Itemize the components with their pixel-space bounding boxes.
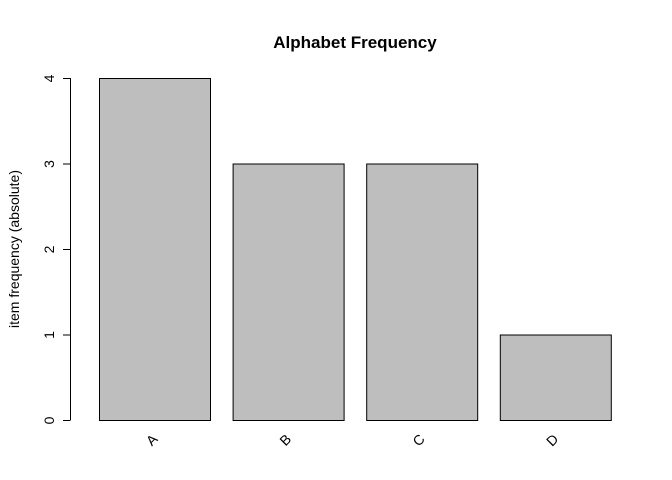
y-tick-label: 4: [41, 74, 57, 82]
y-tick-label: 2: [41, 245, 57, 253]
bar-a: [99, 78, 211, 421]
y-tick-label: 1: [41, 331, 57, 339]
bars-layer: [99, 78, 612, 421]
y-tick-label: 0: [41, 416, 57, 424]
y-axis: 0 1 2 3 4: [41, 74, 71, 424]
chart-title: Alphabet Frequency: [273, 33, 437, 52]
x-axis: A B C D: [143, 430, 562, 449]
bar-d: [499, 334, 612, 421]
y-tick-label: 3: [41, 160, 57, 168]
x-tick-label: B: [276, 431, 294, 449]
bar-c: [366, 163, 479, 421]
x-tick-label: C: [409, 431, 427, 449]
x-tick-label: D: [543, 431, 561, 449]
bar-b: [232, 163, 345, 421]
y-axis-label: item frequency (absolute): [6, 170, 22, 328]
x-tick-label: A: [143, 430, 161, 448]
